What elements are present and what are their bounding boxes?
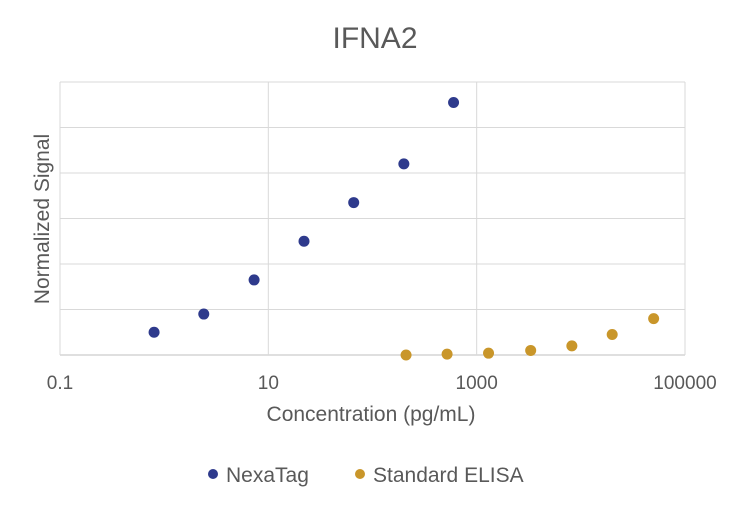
chart-title: IFNA2 [332, 22, 417, 55]
y-axis-title: Normalized Signal [31, 134, 54, 304]
x-tick-label: 0.1 [47, 373, 73, 394]
legend-marker [208, 469, 218, 479]
point-nexatag [198, 308, 210, 320]
data-points [148, 96, 660, 361]
point-standard-elisa [566, 340, 578, 352]
point-standard-elisa [606, 329, 618, 341]
legend-label: Standard ELISA [373, 464, 524, 487]
x-tick-label: 1000 [456, 373, 498, 394]
legend-label: NexaTag [226, 464, 309, 487]
x-tick-label: 10 [258, 373, 279, 394]
point-standard-elisa [525, 344, 537, 356]
x-axis-title: Concentration (pg/mL) [267, 403, 476, 426]
grid [59, 81, 686, 356]
point-nexatag [398, 158, 410, 170]
x-tick-label: 100000 [653, 373, 716, 394]
point-standard-elisa [400, 349, 412, 361]
legend: NexaTag Standard ELISA [208, 464, 524, 487]
point-nexatag [448, 96, 460, 108]
point-nexatag [298, 235, 310, 247]
point-nexatag [248, 274, 260, 286]
point-nexatag [148, 326, 160, 338]
x-axis-ticks: 0.1 10 1000 100000 [47, 373, 717, 394]
point-standard-elisa [483, 347, 495, 359]
legend-marker [355, 469, 365, 479]
point-standard-elisa [648, 313, 660, 325]
point-nexatag [348, 197, 360, 209]
point-standard-elisa [441, 348, 453, 360]
